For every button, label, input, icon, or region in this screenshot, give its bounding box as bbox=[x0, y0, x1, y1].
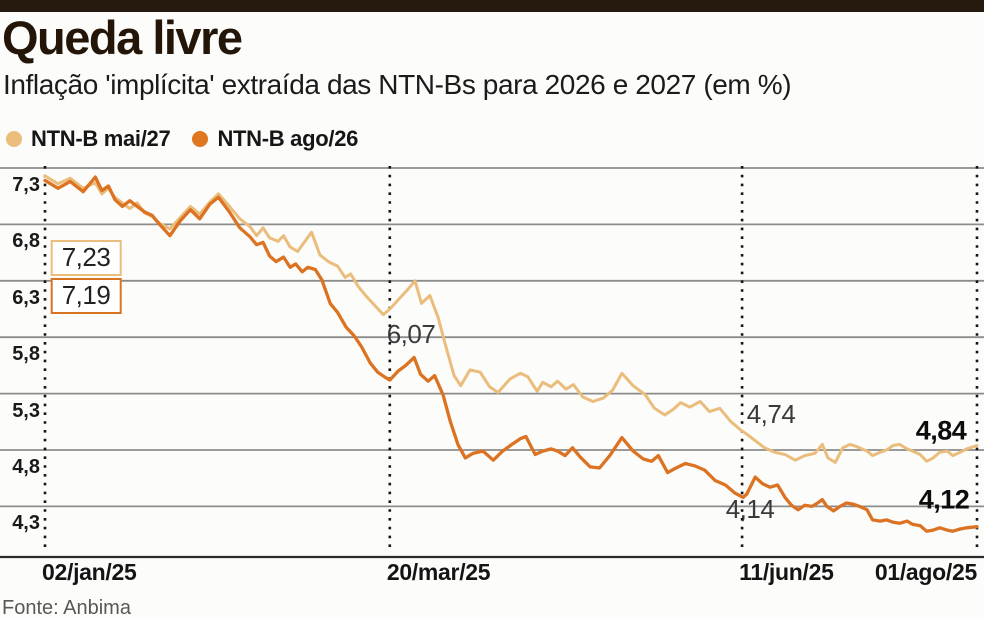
top-bar bbox=[0, 0, 984, 12]
y-tick-label: 5,3 bbox=[12, 399, 40, 422]
y-tick-label: 4,8 bbox=[12, 456, 40, 478]
y-tick-label: 6,3 bbox=[12, 286, 40, 309]
annotation-7-19: 7,19 bbox=[50, 278, 122, 314]
legend: NTN-B mai/27 NTN-B ago/26 bbox=[6, 126, 358, 152]
legend-dot-mai27-icon bbox=[6, 131, 22, 147]
source-credit: Fonte: Anbima bbox=[2, 597, 131, 619]
x-tick-label: 01/ago/25 bbox=[874, 559, 977, 585]
series-line-ago26 bbox=[43, 175, 979, 533]
annotation-4-84: 4,84 bbox=[915, 415, 967, 446]
chart-subtitle: Inflação 'implícita' extraída das NTN-Bs… bbox=[3, 69, 792, 100]
annotation-7-23: 7,23 bbox=[50, 240, 122, 276]
y-tick-label: 7,3 bbox=[12, 174, 40, 196]
legend-item-mai27: NTN-B mai/27 bbox=[6, 126, 171, 152]
x-tick-label: 02/jan/25 bbox=[42, 559, 137, 585]
page-title: Queda livre bbox=[2, 11, 243, 64]
x-tick-label: 20/mar/25 bbox=[386, 559, 491, 585]
y-tick-label: 6,8 bbox=[12, 230, 40, 253]
series-line-mai27 bbox=[43, 174, 979, 464]
legend-label-mai27: NTN-B mai/27 bbox=[31, 126, 171, 151]
x-tick-label: 11/jun/25 bbox=[739, 559, 834, 585]
y-tick-label: 4,3 bbox=[12, 512, 40, 535]
annotation-4-12: 4,12 bbox=[918, 484, 970, 515]
y-tick-label: 5,8 bbox=[12, 343, 40, 366]
legend-item-ago26: NTN-B ago/26 bbox=[192, 126, 358, 152]
annotation-6-07: 6,07 bbox=[386, 319, 436, 349]
annotation-4-14: 4,14 bbox=[725, 494, 775, 524]
legend-dot-ago26-icon bbox=[192, 131, 209, 147]
legend-label-ago26: NTN-B ago/26 bbox=[217, 126, 359, 151]
annotation-4-74: 4,74 bbox=[746, 399, 796, 429]
